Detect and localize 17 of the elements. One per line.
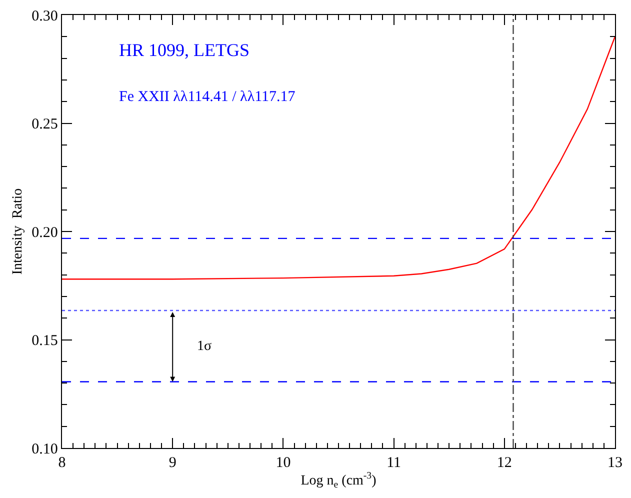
y-tick-label: 0.20: [32, 224, 58, 241]
annotation: HR 1099, LETGS: [119, 40, 250, 60]
x-tick-label: 8: [58, 455, 66, 472]
y-tick-label: 0.25: [32, 116, 58, 132]
x-axis-title: Log n$_{e}$ (cm$^{-3}$): [300, 470, 377, 490]
annotation: 1σ: [197, 339, 212, 354]
annotation: Fe XXII λλ114.41 / λλ117.17: [119, 89, 296, 105]
y-tick-label: 0.30: [32, 8, 58, 24]
y-tick-label: 0.15: [32, 333, 58, 349]
y-axis-title: Intensity Ratio: [10, 188, 26, 275]
x-tick-label: 11: [386, 455, 402, 472]
x-tick-label: 10: [276, 455, 291, 472]
y-tick-label: 0.10: [32, 441, 58, 458]
x-tick-label: 9: [168, 455, 176, 472]
x-tick-label: 12: [496, 455, 512, 472]
line-series: [62, 36, 615, 280]
x-tick-label: 13: [608, 455, 622, 472]
